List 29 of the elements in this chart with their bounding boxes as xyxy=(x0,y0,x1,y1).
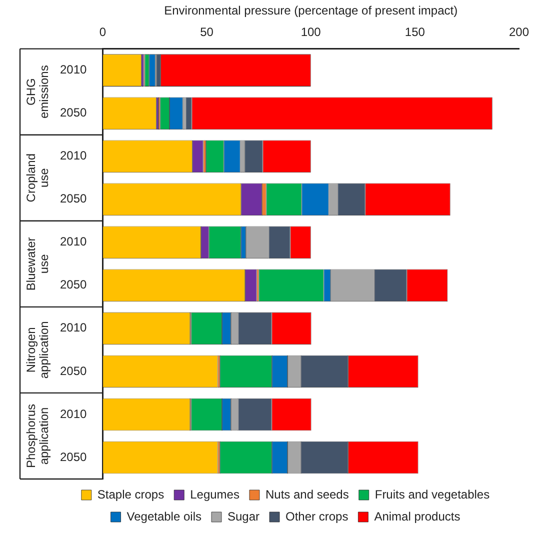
y-tick-label: 2050 xyxy=(60,278,88,292)
text: Cropland use xyxy=(24,154,51,202)
text: Nitrogen application xyxy=(24,321,51,379)
y-tick-label: 2010 xyxy=(60,320,88,335)
text: Phosphorus application xyxy=(24,404,51,468)
legend-label: Other crops xyxy=(286,509,348,524)
y-tick-label: 2010 xyxy=(60,406,88,421)
legend-label: Sugar xyxy=(227,509,260,524)
x-tick-label: 200 xyxy=(508,24,530,39)
y-tick-label: 2010 xyxy=(60,148,88,163)
x-tick-label: 150 xyxy=(404,24,426,39)
x-axis-title: Environmental pressure (percentage of present impact) xyxy=(164,4,458,18)
legend-label: Fruits and vegetables xyxy=(374,487,490,502)
text: GHG emissions xyxy=(24,65,51,118)
x-tick-label: 0 xyxy=(99,24,106,39)
legend-label: Legumes xyxy=(190,487,240,502)
y-tick-label: 2050 xyxy=(60,364,88,378)
y-tick-label: 2050 xyxy=(60,450,88,464)
y-tick-label: 2010 xyxy=(60,234,88,249)
y-tick-label: 2050 xyxy=(60,192,88,206)
y-tick-label: 2050 xyxy=(60,106,88,120)
x-tick-label: 100 xyxy=(300,24,322,39)
legend-label: Vegetable oils xyxy=(126,509,202,524)
x-tick-label: 50 xyxy=(200,24,214,39)
legend-label: Nuts and seeds xyxy=(265,487,349,502)
legend-label: Staple crops xyxy=(97,487,164,502)
text: Bluewater use xyxy=(24,237,51,291)
legend-label: Animal products xyxy=(374,509,460,524)
y-tick-label: 2010 xyxy=(60,62,88,77)
